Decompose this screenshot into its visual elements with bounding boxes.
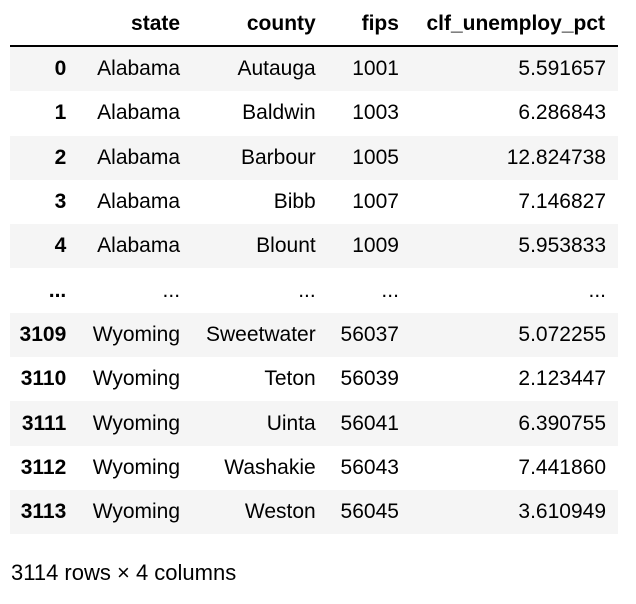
cell-state: Wyoming xyxy=(92,500,181,524)
cell-county: Autauga xyxy=(237,57,316,81)
cell-state: ... xyxy=(162,278,181,302)
cell-clf-unemploy-pct: 2.123447 xyxy=(518,367,606,391)
cell-clf-unemploy-pct: 7.441860 xyxy=(518,455,606,479)
row-index: 0 xyxy=(54,57,67,81)
table-row: 3 Alabama Bibb 1007 7.146827 xyxy=(10,179,618,225)
table-row: 3113 Wyoming Weston 56045 3.610949 xyxy=(10,489,618,535)
header-clf-unemploy-pct: clf_unemploy_pct xyxy=(411,2,618,47)
row-index: 3113 xyxy=(20,500,67,524)
row-index: 4 xyxy=(54,234,67,258)
cell-fips: 56039 xyxy=(340,367,399,391)
row-index: 3 xyxy=(54,190,67,214)
header-row: state county fips clf_unemploy_pct xyxy=(10,2,618,47)
cell-fips: 56043 xyxy=(340,455,399,479)
cell-county: Blount xyxy=(256,234,316,258)
cell-clf-unemploy-pct: 5.072255 xyxy=(518,322,606,346)
cell-fips: 56045 xyxy=(340,500,399,524)
cell-fips: 56037 xyxy=(340,322,399,346)
cell-state: Alabama xyxy=(97,57,181,81)
header-county: county xyxy=(193,2,329,47)
cell-fips: 1005 xyxy=(352,145,399,169)
table-row: 0 Alabama Autauga 1001 5.591657 xyxy=(10,46,618,92)
cell-clf-unemploy-pct: 5.953833 xyxy=(518,234,606,258)
row-index: 3111 xyxy=(21,411,67,435)
cell-county: Baldwin xyxy=(242,101,316,125)
cell-clf-unemploy-pct: 7.146827 xyxy=(518,190,606,214)
cell-state: Alabama xyxy=(97,234,181,258)
cell-fips: 1003 xyxy=(352,101,399,125)
cell-fips: 1009 xyxy=(352,234,399,258)
table-body: 0 Alabama Autauga 1001 5.591657 1 Alabama Baldw… xyxy=(10,46,618,535)
table-header: state county fips clf_unemploy_pct xyxy=(10,2,618,47)
row-index: 3109 xyxy=(19,322,67,346)
cell-county: Bibb xyxy=(273,190,316,214)
cell-state: Wyoming xyxy=(92,322,181,346)
table-row: 3109 Wyoming Sweetwater 56037 5.072255 xyxy=(10,312,618,358)
table-row: 3111 Wyoming Uinta 56041 6.390755 xyxy=(10,401,618,446)
cell-fips: ... xyxy=(381,278,399,302)
table-row: ............... xyxy=(10,268,618,313)
cell-clf-unemploy-pct: 5.591657 xyxy=(518,57,606,81)
cell-county: ... xyxy=(298,278,316,302)
row-index: 3112 xyxy=(20,455,67,479)
table-row: 3112 Wyoming Washakie 56043 7.441860 xyxy=(10,445,618,490)
cell-county: Washakie xyxy=(224,455,316,479)
cell-state: Alabama xyxy=(97,145,181,169)
row-index: ... xyxy=(48,278,67,302)
cell-state: Alabama xyxy=(97,101,181,125)
table-row: 1 Alabama Baldwin 1003 6.286843 xyxy=(10,91,618,136)
header-index xyxy=(10,2,81,47)
shape-caption: 3114 rows × 4 columns xyxy=(11,560,237,585)
cell-fips: 56041 xyxy=(340,411,399,435)
table-row: 3110 Wyoming Teton 56039 2.123447 xyxy=(10,357,618,402)
cell-county: Barbour xyxy=(241,145,316,169)
header-fips: fips xyxy=(328,2,412,47)
table-row: 4 Alabama Blount 1009 5.953833 xyxy=(10,224,618,269)
cell-clf-unemploy-pct: 3.610949 xyxy=(518,500,606,524)
cell-state: Wyoming xyxy=(92,411,181,435)
cell-fips: 1007 xyxy=(352,190,399,214)
cell-clf-unemploy-pct: 6.390755 xyxy=(518,411,606,435)
dataframe-table: state county fips clf_unemploy_pct 0 Alab… xyxy=(10,2,618,535)
cell-county: Teton xyxy=(264,367,316,391)
row-index: 3110 xyxy=(20,367,67,391)
cell-county: Uinta xyxy=(266,411,316,435)
cell-state: Wyoming xyxy=(92,367,181,391)
cell-clf-unemploy-pct: 12.824738 xyxy=(506,145,606,169)
cell-county: Sweetwater xyxy=(206,322,316,346)
cell-state: Wyoming xyxy=(92,455,181,479)
cell-clf-unemploy-pct: 6.286843 xyxy=(518,101,606,125)
row-index: 1 xyxy=(54,101,67,125)
row-index: 2 xyxy=(54,145,67,169)
cell-clf-unemploy-pct: ... xyxy=(588,278,606,302)
header-state: state xyxy=(80,2,194,47)
cell-county: Weston xyxy=(244,500,316,524)
cell-fips: 1001 xyxy=(352,57,399,81)
cell-state: Alabama xyxy=(97,190,181,214)
table-row: 2 Alabama Barbour 1005 12.824738 xyxy=(10,135,618,180)
